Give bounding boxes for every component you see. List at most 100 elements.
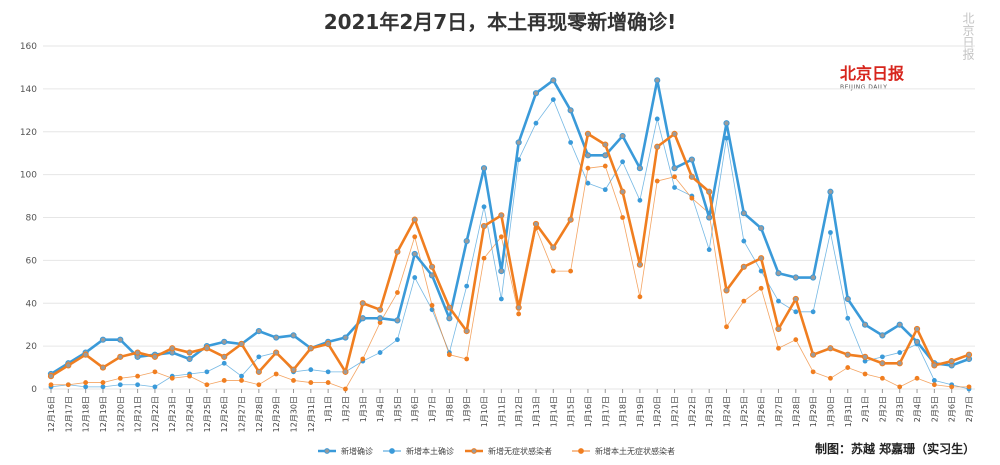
x-tick-label: 1月14日 bbox=[549, 396, 558, 427]
data-point bbox=[395, 337, 400, 343]
data-point bbox=[152, 384, 158, 390]
data-point bbox=[117, 353, 124, 360]
x-tick-label: 1月28日 bbox=[792, 396, 801, 427]
data-point bbox=[914, 375, 920, 381]
data-point bbox=[308, 367, 314, 373]
data-point bbox=[273, 334, 280, 341]
data-point bbox=[741, 298, 747, 304]
series-line bbox=[51, 165, 969, 390]
data-point bbox=[516, 311, 522, 317]
x-tick-label: 1月25日 bbox=[740, 396, 749, 427]
data-point bbox=[620, 215, 625, 220]
data-point bbox=[376, 306, 384, 313]
data-point bbox=[325, 369, 331, 375]
x-tick-label: 2月1日 bbox=[861, 396, 870, 422]
data-point bbox=[204, 382, 210, 388]
data-point bbox=[602, 141, 609, 148]
data-point bbox=[636, 165, 644, 172]
data-point bbox=[134, 349, 141, 356]
data-point bbox=[291, 378, 296, 383]
data-point bbox=[585, 165, 591, 171]
x-tick-label: 1月17日 bbox=[601, 396, 610, 427]
data-point bbox=[550, 244, 557, 251]
data-point bbox=[169, 375, 175, 381]
legend-label: 新增本土无症状感染者 bbox=[595, 446, 675, 456]
data-point bbox=[463, 328, 470, 335]
x-tick-label: 12月29日 bbox=[272, 396, 281, 432]
x-tick-label: 1月21日 bbox=[671, 396, 680, 427]
data-point bbox=[273, 371, 279, 377]
data-point bbox=[412, 275, 418, 280]
data-point bbox=[65, 382, 71, 388]
data-point bbox=[931, 362, 938, 369]
x-tick-label: 12月26日 bbox=[220, 396, 229, 432]
data-point bbox=[567, 216, 574, 223]
data-point bbox=[584, 130, 592, 137]
legend-label: 新增确诊 bbox=[341, 446, 373, 456]
x-tick-label: 1月15日 bbox=[567, 396, 576, 427]
data-point bbox=[844, 295, 851, 303]
data-point bbox=[584, 152, 592, 159]
data-point bbox=[775, 325, 782, 333]
data-point bbox=[204, 369, 210, 375]
data-point bbox=[654, 143, 661, 150]
beijing-daily-logo: 北京日报 BEIJING DAILY bbox=[840, 60, 904, 91]
data-point bbox=[758, 255, 765, 262]
data-point bbox=[480, 165, 488, 172]
data-point bbox=[741, 238, 747, 244]
x-tick-label: 1月23日 bbox=[705, 396, 714, 427]
data-point bbox=[99, 364, 107, 371]
data-point bbox=[845, 365, 851, 370]
x-tick-label: 12月27日 bbox=[238, 396, 247, 432]
data-point bbox=[706, 247, 712, 253]
data-point bbox=[273, 349, 280, 356]
data-point bbox=[515, 304, 522, 311]
data-point bbox=[602, 187, 608, 193]
x-tick-label: 12月25日 bbox=[203, 396, 212, 432]
data-point bbox=[828, 230, 833, 235]
data-point bbox=[446, 304, 453, 311]
x-tick-label: 2月3日 bbox=[896, 396, 905, 422]
x-tick-label: 1月27日 bbox=[774, 396, 783, 427]
x-tick-label: 1月2日 bbox=[341, 396, 350, 422]
data-point bbox=[221, 353, 228, 360]
y-tick-label: 0 bbox=[31, 385, 37, 395]
data-point bbox=[637, 197, 643, 203]
legend-swatch-dot bbox=[389, 448, 395, 454]
data-point bbox=[654, 178, 660, 184]
x-tick-label: 1月24日 bbox=[723, 396, 732, 427]
data-point bbox=[342, 368, 349, 375]
data-point bbox=[221, 338, 228, 345]
x-tick-label: 2月5日 bbox=[930, 396, 939, 422]
x-tick-label: 1月5日 bbox=[393, 396, 402, 422]
data-point bbox=[637, 294, 643, 300]
data-point bbox=[966, 384, 972, 390]
data-point bbox=[394, 317, 401, 324]
data-point bbox=[481, 204, 487, 210]
data-point bbox=[377, 350, 383, 355]
x-tick-label: 12月30日 bbox=[289, 396, 298, 432]
y-tick-label: 40 bbox=[26, 299, 38, 309]
data-point bbox=[672, 185, 677, 190]
data-point bbox=[83, 380, 89, 385]
data-point bbox=[896, 360, 903, 367]
data-point bbox=[619, 132, 626, 140]
data-point bbox=[550, 97, 556, 102]
data-point bbox=[498, 212, 505, 219]
data-point bbox=[792, 295, 799, 303]
data-point bbox=[706, 188, 713, 195]
data-point bbox=[568, 140, 574, 145]
data-point bbox=[810, 351, 817, 358]
data-point bbox=[776, 345, 781, 351]
data-point bbox=[931, 382, 937, 388]
x-tick-label: 12月23日 bbox=[168, 396, 177, 432]
data-point bbox=[723, 287, 730, 294]
x-tick-label: 1月4日 bbox=[376, 396, 385, 422]
y-tick-label: 140 bbox=[20, 85, 37, 95]
data-point bbox=[897, 350, 903, 355]
y-tick-label: 100 bbox=[20, 171, 37, 181]
data-point bbox=[793, 337, 799, 343]
data-point bbox=[827, 188, 834, 195]
data-point bbox=[862, 371, 868, 377]
